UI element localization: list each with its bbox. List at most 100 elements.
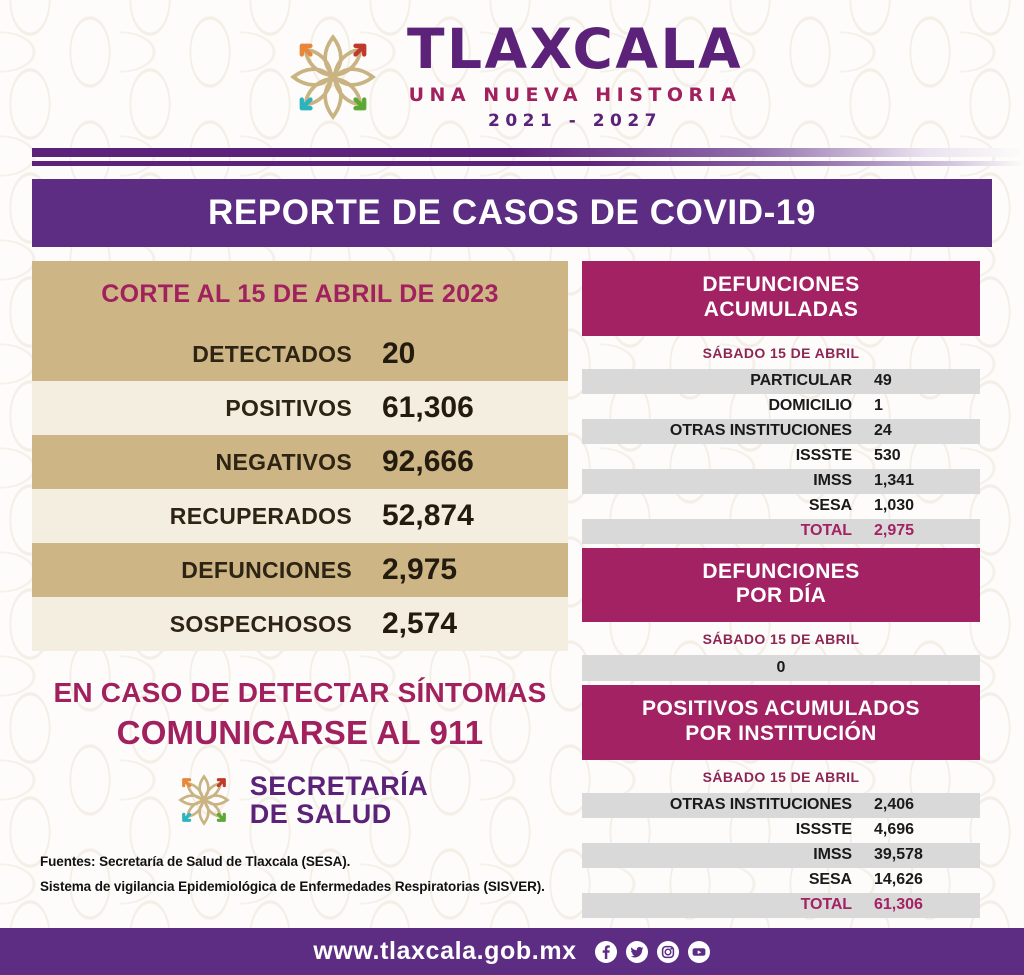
row-label: ISSSTE bbox=[795, 821, 852, 839]
table-row: OTRAS INSTITUCIONES 24 bbox=[582, 418, 980, 444]
table-row: OTRAS INSTITUCIONES 2,406 bbox=[582, 792, 980, 818]
report-title-banner: REPORTE DE CASOS DE COVID-19 bbox=[32, 179, 992, 247]
row-label: PARTICULAR bbox=[750, 372, 852, 390]
stat-value: 52,874 bbox=[382, 499, 474, 532]
row-label: OTRAS INSTITUCIONES bbox=[669, 422, 852, 440]
site-footer: www.tlaxcala.gob.mx bbox=[0, 928, 1024, 975]
panel-date: SÁBADO 15 DE ABRIL bbox=[702, 344, 860, 361]
website-url[interactable]: www.tlaxcala.gob.mx bbox=[313, 937, 577, 965]
stat-label: SOSPECHOSOS bbox=[169, 610, 352, 637]
row-value: 1,341 bbox=[874, 472, 915, 490]
row-label: DOMICILIO bbox=[768, 397, 852, 415]
row-label: TOTAL bbox=[800, 522, 852, 540]
row-label: IMSS bbox=[813, 472, 852, 490]
table-row: ISSSTE 4,696 bbox=[582, 818, 980, 843]
cta-line-2: COMUNICARSE AL 911 bbox=[116, 714, 484, 751]
institution-column: DEFUNCIONES ACUMULADAS SÁBADO 15 DE ABRI… bbox=[582, 261, 980, 918]
tlaxcala-flower-icon bbox=[281, 25, 385, 129]
row-value: 2,406 bbox=[874, 796, 915, 814]
panel-header: DEFUNCIONES ACUMULADAS bbox=[582, 261, 980, 336]
secretaria-logo: SECRETARÍA DE SALUD bbox=[32, 768, 568, 832]
panel-deaths-accumulated: DEFUNCIONES ACUMULADAS SÁBADO 15 DE ABRI… bbox=[582, 261, 980, 544]
divider-thin-bar bbox=[32, 161, 1024, 166]
panel-title-line-2: POR INSTITUCIÓN bbox=[685, 721, 877, 745]
panel-date: SÁBADO 15 DE ABRIL bbox=[702, 631, 860, 648]
header-divider bbox=[0, 148, 1024, 166]
panel-title-line-2: ACUMULADAS bbox=[703, 297, 859, 321]
brand-header: TLAXCALA UNA NUEVA HISTORIA 2021 - 2027 bbox=[0, 0, 1024, 148]
stat-label: POSITIVOS bbox=[225, 394, 352, 421]
stat-value: 92,666 bbox=[382, 445, 474, 478]
row-value: 39,578 bbox=[874, 846, 923, 864]
stat-value: 2,574 bbox=[382, 607, 458, 640]
row-label: SESA bbox=[808, 497, 852, 515]
row-value: 49 bbox=[874, 372, 892, 390]
table-row: DETECTADOS 20 bbox=[32, 327, 568, 381]
row-label: IMSS bbox=[813, 846, 852, 864]
report-body: CORTE AL 15 DE ABRIL DE 2023 DETECTADOS … bbox=[0, 261, 1024, 918]
table-row: DOMICILIO 1 bbox=[582, 394, 980, 419]
row-value: 14,626 bbox=[874, 871, 923, 889]
table-row: NEGATIVOS 92,666 bbox=[32, 435, 568, 489]
row-value: 24 bbox=[874, 422, 892, 440]
secretaria-wordmark: SECRETARÍA DE SALUD bbox=[249, 770, 429, 829]
brand-years: 2021 - 2027 bbox=[487, 110, 663, 131]
sources-note: Fuentes: Secretaría de Salud de Tlaxcala… bbox=[32, 850, 568, 900]
youtube-icon[interactable] bbox=[687, 940, 711, 964]
row-label: TOTAL bbox=[800, 896, 852, 914]
table-row-total: TOTAL 2,975 bbox=[582, 518, 980, 544]
row-value: 4,696 bbox=[874, 821, 915, 839]
panel-title-line-1: POSITIVOS ACUMULADOS bbox=[642, 697, 920, 721]
row-value: 530 bbox=[874, 447, 901, 465]
panel-title-line-1: DEFUNCIONES bbox=[702, 273, 860, 296]
source-line-2: Sistema de vigilancia Epidemiológica de … bbox=[40, 878, 545, 894]
source-line-1: Fuentes: Secretaría de Salud de Tlaxcala… bbox=[40, 854, 351, 869]
panel-positives-by-institution: POSITIVOS ACUMULADOS POR INSTITUCIÓN SÁB… bbox=[582, 685, 980, 918]
row-value: 2,975 bbox=[874, 522, 915, 540]
secretaria-line-1: SECRETARÍA bbox=[249, 770, 429, 801]
deaths-per-day-value: 0 bbox=[582, 655, 980, 682]
row-value: 1,030 bbox=[874, 497, 915, 515]
cutoff-label: CORTE AL 15 DE ABRIL DE 2023 bbox=[101, 279, 499, 308]
table-row: IMSS 1,341 bbox=[582, 468, 980, 494]
cutoff-banner: CORTE AL 15 DE ABRIL DE 2023 bbox=[32, 261, 568, 327]
table-row: RECUPERADOS 52,874 bbox=[32, 489, 568, 543]
page-title: REPORTE DE CASOS DE COVID-19 bbox=[207, 193, 817, 232]
secretaria-line-2: DE SALUD bbox=[249, 799, 392, 829]
divider-thick-bar bbox=[32, 148, 1024, 157]
row-value: 61,306 bbox=[874, 896, 923, 914]
emergency-callout: EN CASO DE DETECTAR SÍNTOMAS COMUNICARSE… bbox=[32, 677, 568, 752]
stat-label: NEGATIVOS bbox=[215, 448, 352, 475]
row-label: ISSSTE bbox=[795, 447, 852, 465]
panel-title-line-2: POR DÍA bbox=[735, 584, 827, 608]
row-label: OTRAS INSTITUCIONES bbox=[669, 796, 852, 814]
secretaria-flower-icon bbox=[172, 768, 236, 832]
table-row: PARTICULAR 49 bbox=[582, 368, 980, 394]
summary-column: CORTE AL 15 DE ABRIL DE 2023 DETECTADOS … bbox=[32, 261, 568, 900]
row-label: SESA bbox=[808, 871, 852, 889]
stat-label: DEFUNCIONES bbox=[181, 556, 352, 583]
stat-label: RECUPERADOS bbox=[169, 502, 352, 529]
panel-header: POSITIVOS ACUMULADOS POR INSTITUCIÓN bbox=[582, 685, 980, 760]
twitter-icon[interactable] bbox=[625, 940, 649, 964]
table-row: SESA 1,030 bbox=[582, 494, 980, 519]
cta-line-1: EN CASO DE DETECTAR SÍNTOMAS bbox=[53, 677, 547, 708]
table-row-total: TOTAL 61,306 bbox=[582, 892, 980, 918]
brand-wordmark: TLAXCALA UNA NUEVA HISTORIA 2021 - 2027 bbox=[406, 17, 744, 131]
panel-deaths-per-day: DEFUNCIONES POR DÍA SÁBADO 15 DE ABRIL 0 bbox=[582, 547, 980, 682]
stat-value: 61,306 bbox=[382, 391, 474, 424]
table-row: DEFUNCIONES 2,975 bbox=[32, 543, 568, 597]
row-value: 1 bbox=[874, 397, 883, 415]
brand-title: TLAXCALA bbox=[406, 17, 744, 82]
table-row: POSITIVOS 61,306 bbox=[32, 381, 568, 435]
table-row: ISSSTE 530 bbox=[582, 444, 980, 469]
panel-date: SÁBADO 15 DE ABRIL bbox=[702, 768, 860, 785]
facebook-icon[interactable] bbox=[594, 940, 618, 964]
table-row: SOSPECHOSOS 2,574 bbox=[32, 597, 568, 651]
stat-label: DETECTADOS bbox=[192, 340, 352, 367]
brand-tagline: UNA NUEVA HISTORIA bbox=[408, 83, 742, 106]
table-row: IMSS 39,578 bbox=[582, 842, 980, 868]
stat-value: 2,975 bbox=[382, 553, 458, 586]
instagram-icon[interactable] bbox=[656, 940, 680, 964]
